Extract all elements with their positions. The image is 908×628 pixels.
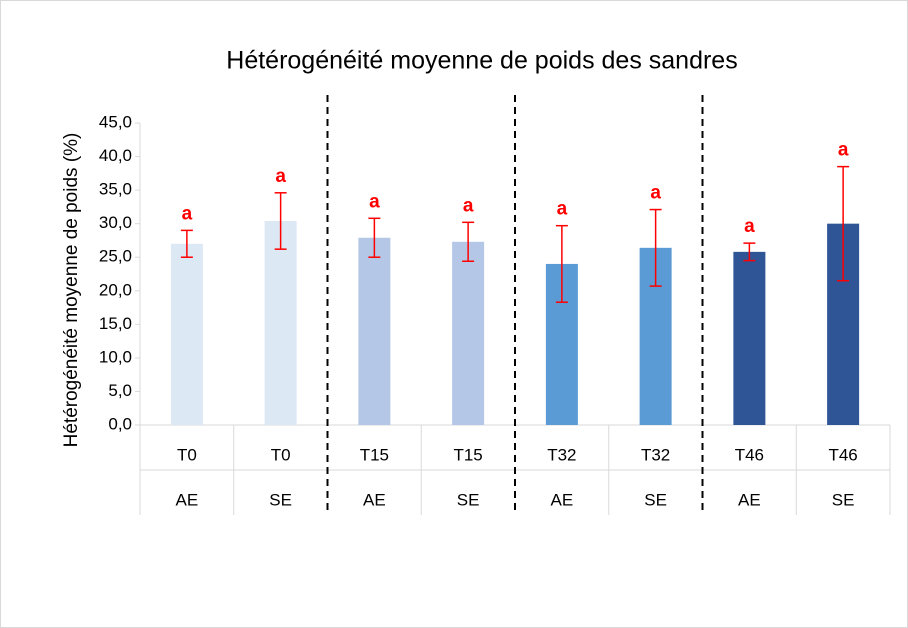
y-tick-label: 20,0 [99, 280, 132, 299]
x-subtick-label: SE [457, 490, 480, 509]
y-tick-label: 15,0 [99, 314, 132, 333]
x-tick-label: T32 [547, 445, 576, 464]
x-tick-label: T46 [828, 445, 857, 464]
y-tick-label: 30,0 [99, 213, 132, 232]
y-tick-label: 40,0 [99, 146, 132, 165]
x-subtick-label: AE [363, 490, 386, 509]
bar [733, 251, 766, 425]
y-tick-label: 45,0 [99, 112, 132, 131]
x-tick-label: T32 [641, 445, 670, 464]
bar [358, 237, 391, 425]
x-tick-label: T46 [735, 445, 764, 464]
annotation: a [275, 166, 286, 187]
x-subtick-label: SE [269, 490, 292, 509]
y-axis-title: Hétérogénéité moyenne de poids (%) [61, 133, 82, 448]
x-tick-label: T15 [453, 445, 482, 464]
y-tick-label: 5,0 [108, 381, 132, 400]
annotation: a [182, 203, 193, 224]
annotation: a [650, 183, 661, 204]
x-subtick-label: SE [644, 490, 667, 509]
bar [170, 243, 203, 425]
chart-title: Hétérogénéité moyenne de poids des sandr… [226, 47, 737, 75]
x-tick-label: T0 [271, 445, 291, 464]
annotation: a [838, 140, 849, 161]
annotation: a [369, 191, 380, 212]
x-tick-label: T0 [177, 445, 197, 464]
y-tick-label: 35,0 [99, 180, 132, 199]
annotation: a [744, 216, 755, 237]
bar [264, 220, 297, 425]
x-tick-label: T15 [360, 445, 389, 464]
y-tick-label: 25,0 [99, 247, 132, 266]
x-subtick-label: SE [832, 490, 855, 509]
x-subtick-label: AE [176, 490, 199, 509]
annotation: a [557, 199, 568, 220]
bar [452, 241, 485, 425]
y-tick-label: 10,0 [99, 347, 132, 366]
annotation: a [463, 195, 474, 216]
y-tick-label: 0,0 [108, 414, 132, 433]
x-subtick-label: AE [551, 490, 574, 509]
x-subtick-label: AE [738, 490, 761, 509]
